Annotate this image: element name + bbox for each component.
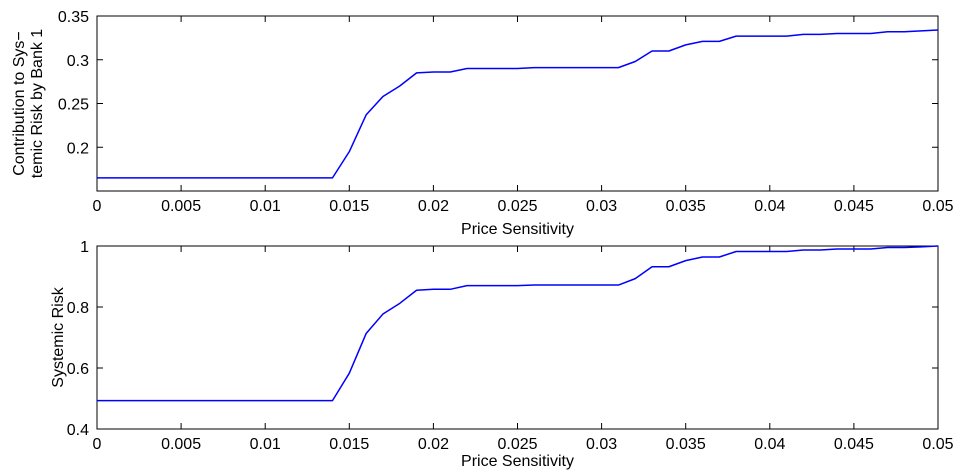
y-tick-label: 0.35 bbox=[58, 9, 89, 26]
x-tick-label: 0.05 bbox=[922, 436, 953, 453]
x-tick-label: 0.045 bbox=[834, 436, 874, 453]
y-axis-label: Contribution to Sys−temic Risk by Bank 1 bbox=[11, 29, 46, 178]
y-tick-label: 1 bbox=[80, 239, 89, 256]
x-tick-label: 0.01 bbox=[250, 198, 281, 215]
subplot-1: 0 0.005 0.01 0.015 0.02 0.025 0.03 0.035 0.04 0.0… bbox=[11, 9, 954, 238]
y-tick-label: 0.8 bbox=[67, 300, 89, 317]
x-tick-label: 0.045 bbox=[834, 198, 874, 215]
x-tick-label: 0 bbox=[93, 436, 102, 453]
x-tick-label: 0.05 bbox=[922, 198, 953, 215]
x-tick-label: 0.04 bbox=[754, 198, 785, 215]
series-line bbox=[97, 245, 939, 402]
x-tick-label: 0.035 bbox=[666, 436, 706, 453]
x-tick-label: 0.02 bbox=[418, 436, 449, 453]
x-tick-label: 0.035 bbox=[666, 198, 706, 215]
series-line bbox=[97, 29, 939, 179]
x-tick-label: 0.04 bbox=[754, 436, 785, 453]
x-tick-label: 0 bbox=[93, 198, 102, 215]
y-tick-label: 0.3 bbox=[67, 53, 89, 70]
y-tick-label: 0.4 bbox=[67, 422, 89, 439]
x-tick-label: 0.015 bbox=[329, 436, 369, 453]
y-tick-label: 0.25 bbox=[58, 97, 89, 114]
axes-frame bbox=[96, 15, 939, 192]
x-axis-label: Price Sensitivity bbox=[461, 453, 574, 470]
x-tick-label: 0.025 bbox=[497, 436, 537, 453]
x-tick-label: 0.01 bbox=[250, 436, 281, 453]
y-tick-label: 0.2 bbox=[67, 140, 89, 157]
x-tick-label: 0.025 bbox=[497, 198, 537, 215]
y-tick-label: 0.6 bbox=[67, 361, 89, 378]
x-tick-label: 0.02 bbox=[418, 198, 449, 215]
subplot-2: 0 0.005 0.01 0.015 0.02 0.025 0.03 0.035 0.04 0.0… bbox=[50, 239, 954, 470]
x-tick-label: 0.005 bbox=[161, 436, 201, 453]
x-axis-label: Price Sensitivity bbox=[461, 221, 574, 238]
x-tick-label: 0.03 bbox=[586, 198, 617, 215]
x-tick-label: 0.005 bbox=[161, 198, 201, 215]
x-tick-label: 0.03 bbox=[586, 436, 617, 453]
y-axis-label: Systemic Risk bbox=[50, 286, 67, 387]
axes-frame bbox=[96, 245, 939, 430]
x-tick-label: 0.015 bbox=[329, 198, 369, 215]
